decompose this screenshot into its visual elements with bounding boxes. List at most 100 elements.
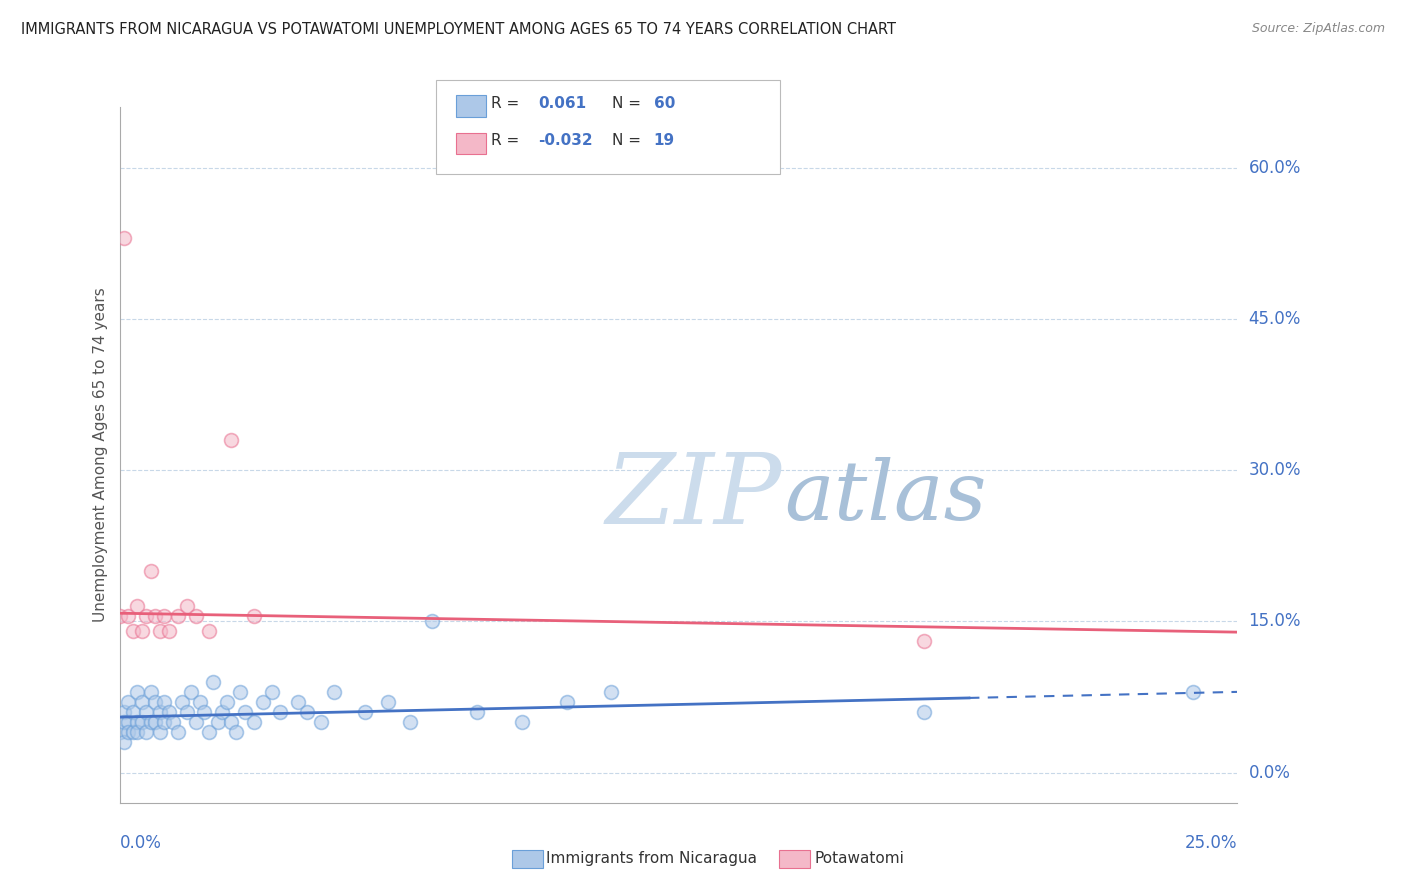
Point: [149, 705, 172, 719]
Text: 19: 19: [654, 134, 675, 148]
Point: [211, 705, 233, 719]
Point: [162, 715, 184, 730]
Text: Source: ZipAtlas.com: Source: ZipAtlas.com: [1251, 22, 1385, 36]
Point: [176, 599, 198, 614]
Point: [149, 624, 172, 639]
Point: [399, 715, 422, 730]
Point: [122, 624, 145, 639]
Point: [131, 695, 153, 709]
Point: [510, 715, 533, 730]
Point: [219, 433, 243, 447]
Point: [377, 695, 399, 709]
Point: [215, 695, 238, 709]
Text: N =: N =: [612, 96, 641, 111]
Text: atlas: atlas: [785, 457, 987, 537]
Point: [127, 725, 149, 739]
Text: 0.0%: 0.0%: [120, 834, 162, 852]
Point: [131, 624, 153, 639]
Point: [131, 715, 153, 730]
Text: Immigrants from Nicaragua: Immigrants from Nicaragua: [546, 851, 756, 865]
Point: [184, 715, 207, 730]
Point: [188, 695, 211, 709]
Point: [184, 609, 207, 624]
Point: [135, 705, 157, 719]
Point: [555, 695, 578, 709]
Point: [242, 609, 264, 624]
Point: [143, 695, 166, 709]
Text: -0.032: -0.032: [538, 134, 593, 148]
Text: 25.0%: 25.0%: [1185, 834, 1237, 852]
Point: [323, 685, 346, 699]
Point: [143, 715, 166, 730]
Text: IMMIGRANTS FROM NICARAGUA VS POTAWATOMI UNEMPLOYMENT AMONG AGES 65 TO 74 YEARS C: IMMIGRANTS FROM NICARAGUA VS POTAWATOMI …: [21, 22, 896, 37]
Point: [112, 715, 135, 730]
Point: [912, 634, 935, 648]
Point: [157, 705, 180, 719]
Point: [108, 725, 131, 739]
Point: [193, 705, 215, 719]
Point: [912, 705, 935, 719]
Point: [127, 599, 149, 614]
Point: [112, 735, 135, 749]
Point: [172, 695, 194, 709]
Point: [153, 695, 176, 709]
Text: N =: N =: [612, 134, 641, 148]
Point: [139, 685, 162, 699]
Point: [465, 705, 488, 719]
Point: [309, 715, 332, 730]
Point: [180, 685, 202, 699]
Point: [143, 609, 166, 624]
Y-axis label: Unemployment Among Ages 65 to 74 years: Unemployment Among Ages 65 to 74 years: [93, 287, 108, 623]
Point: [219, 715, 243, 730]
Text: 30.0%: 30.0%: [1249, 461, 1301, 479]
Text: 15.0%: 15.0%: [1249, 612, 1301, 631]
Point: [112, 705, 135, 719]
Point: [297, 705, 319, 719]
Point: [422, 615, 444, 629]
Point: [135, 725, 157, 739]
Point: [157, 624, 180, 639]
Text: Potawatomi: Potawatomi: [814, 851, 904, 865]
Text: 60.0%: 60.0%: [1249, 159, 1301, 177]
Text: 60: 60: [654, 96, 675, 111]
Text: R =: R =: [491, 96, 519, 111]
Point: [135, 609, 157, 624]
Point: [229, 685, 252, 699]
Point: [269, 705, 291, 719]
Point: [198, 624, 221, 639]
Text: 0.0%: 0.0%: [1249, 764, 1291, 781]
Point: [139, 715, 162, 730]
Point: [252, 695, 274, 709]
Point: [149, 725, 172, 739]
Point: [117, 725, 139, 739]
Point: [600, 685, 623, 699]
Point: [127, 715, 149, 730]
Point: [139, 564, 162, 578]
Point: [122, 725, 145, 739]
Point: [354, 705, 377, 719]
Point: [112, 231, 135, 245]
Point: [242, 715, 264, 730]
Text: 45.0%: 45.0%: [1249, 310, 1301, 327]
Point: [153, 609, 176, 624]
Point: [117, 609, 139, 624]
Point: [225, 725, 247, 739]
Point: [176, 705, 198, 719]
Point: [166, 609, 188, 624]
Point: [122, 705, 145, 719]
Point: [127, 685, 149, 699]
Point: [1181, 685, 1204, 699]
Point: [166, 725, 188, 739]
Point: [202, 674, 225, 689]
Point: [198, 725, 221, 739]
Point: [233, 705, 256, 719]
Point: [108, 609, 131, 624]
Point: [117, 715, 139, 730]
Point: [287, 695, 309, 709]
Text: R =: R =: [491, 134, 519, 148]
Point: [207, 715, 229, 730]
Text: 0.061: 0.061: [538, 96, 586, 111]
Point: [117, 695, 139, 709]
Point: [260, 685, 283, 699]
Text: ZIP: ZIP: [606, 449, 782, 544]
